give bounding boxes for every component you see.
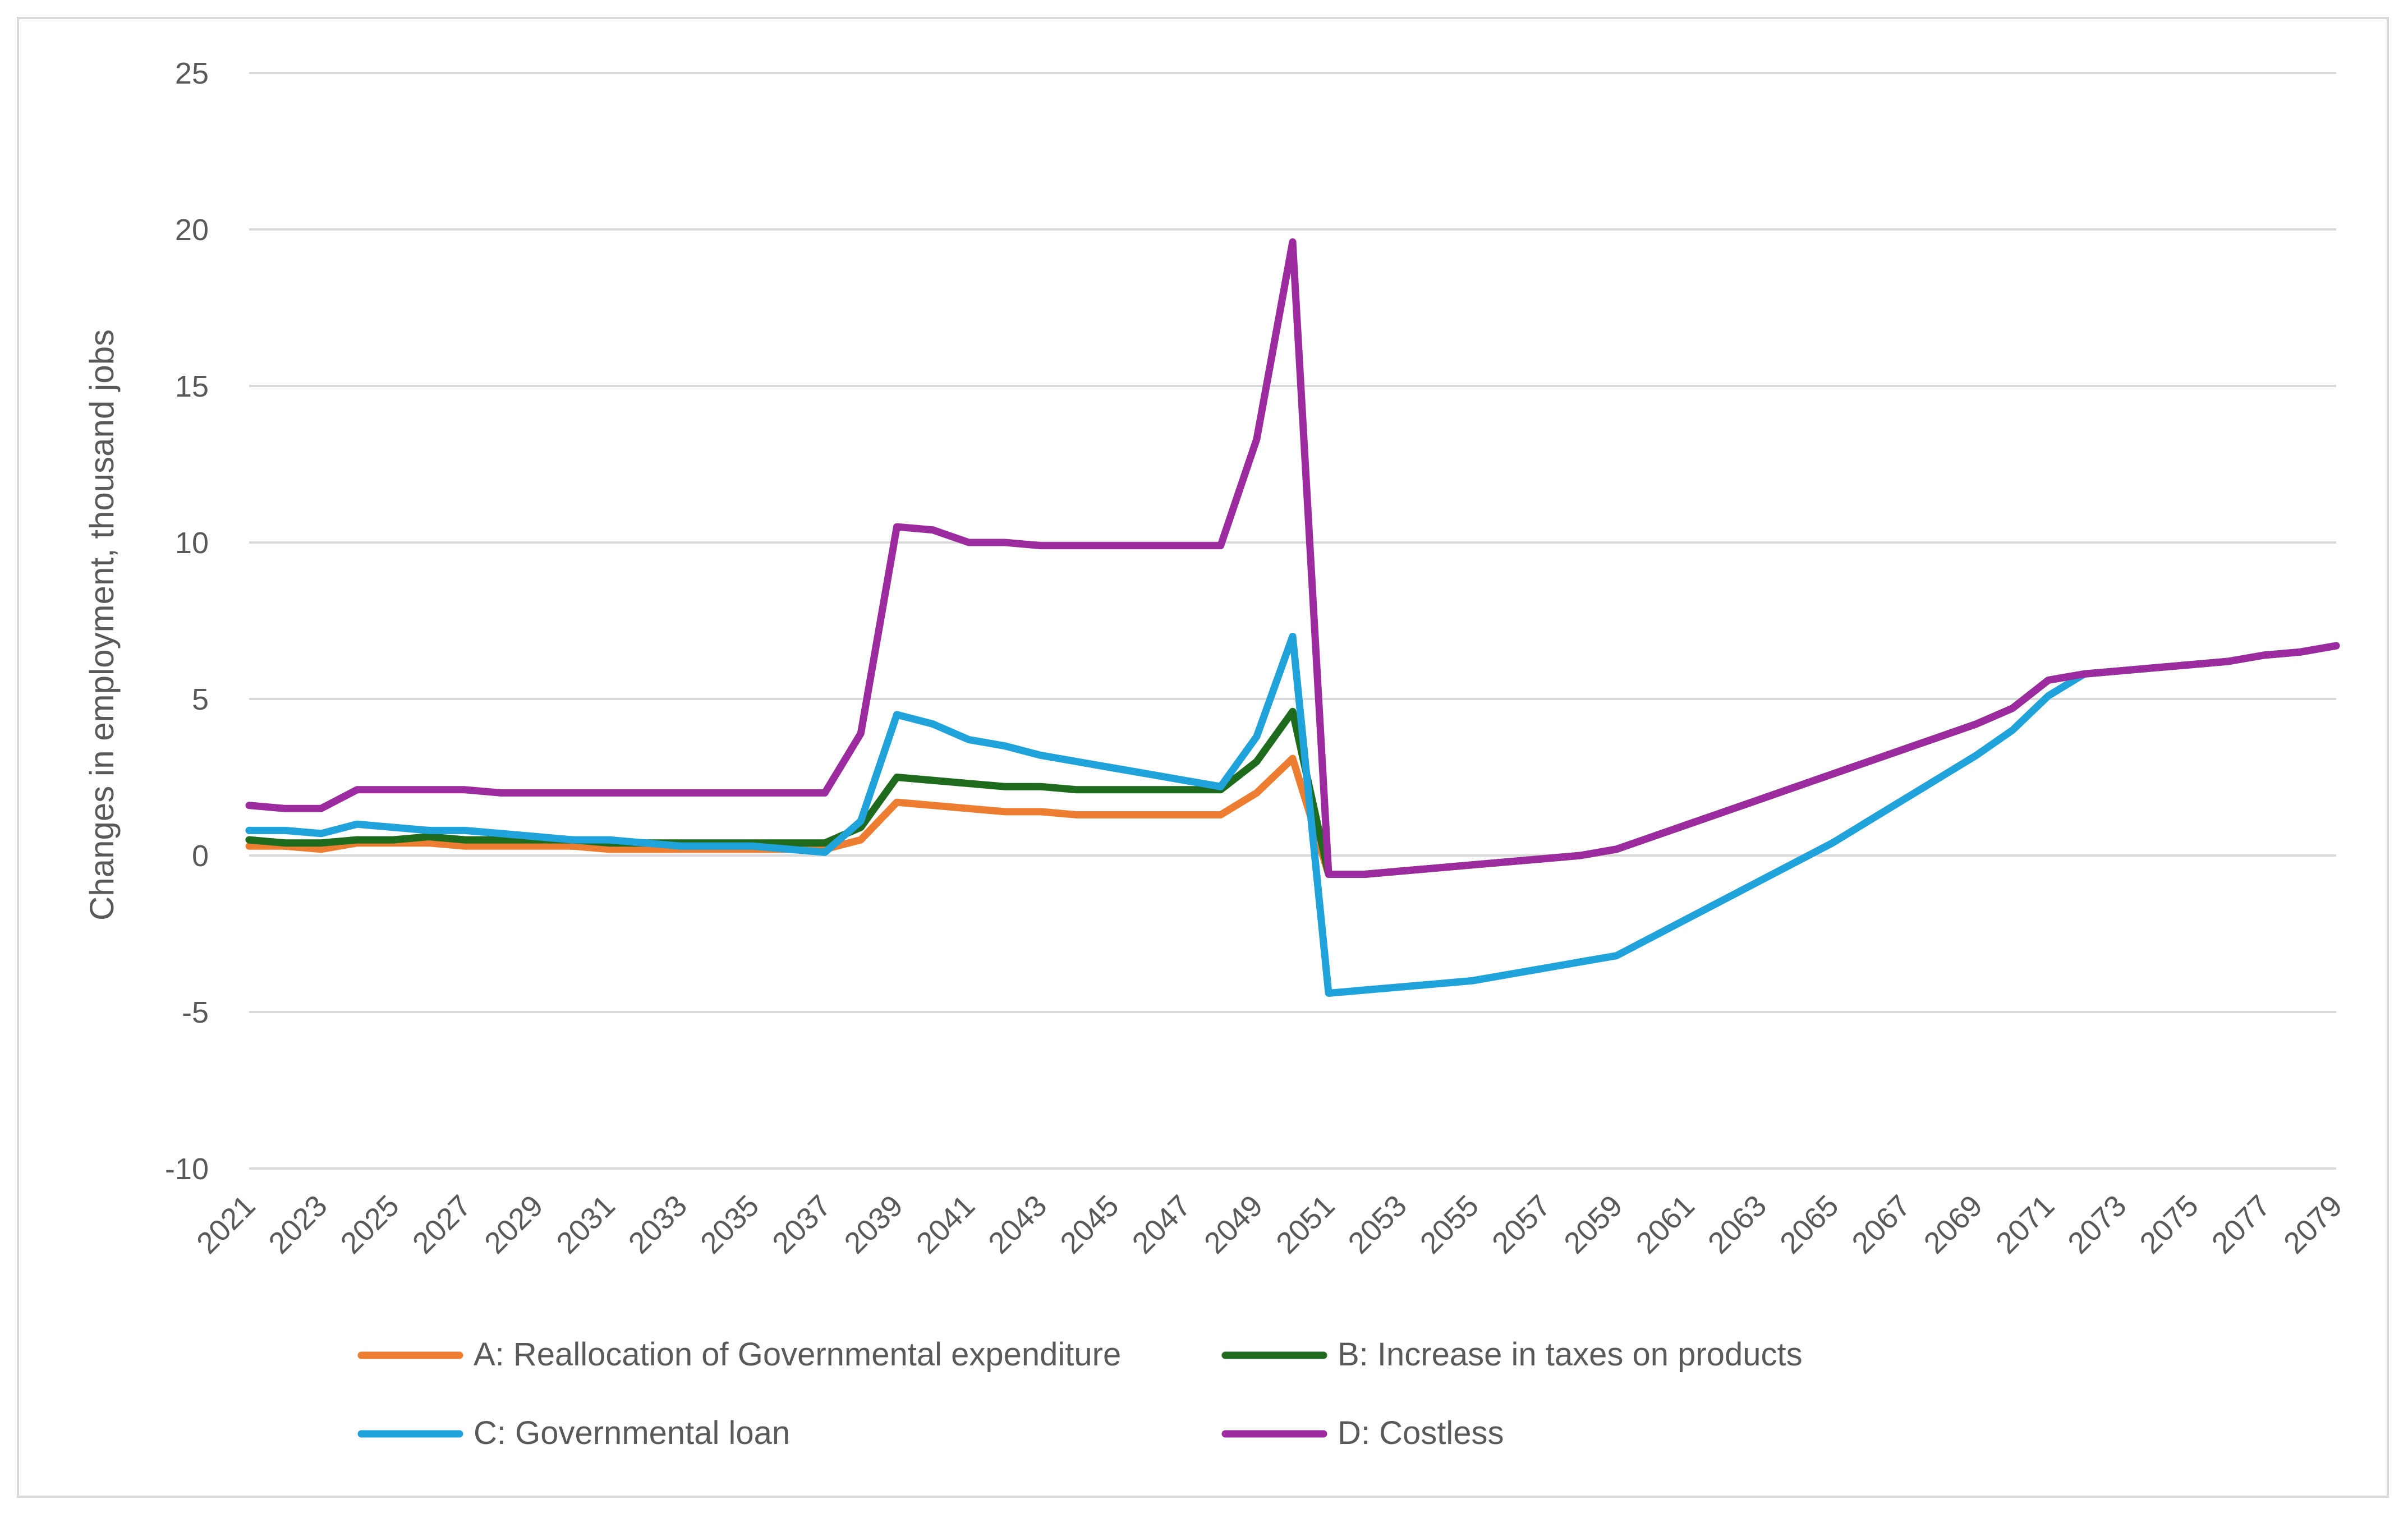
x-tick-label: 2061 (1630, 1189, 1701, 1260)
series-lines (245, 238, 2340, 997)
x-tick-label: 2023 (262, 1189, 333, 1260)
x-tick-label: 2031 (550, 1189, 621, 1260)
chart-frame: 25 20 15 10 5 0 -5 -10 2021 2023 2025 2027 2029 2031… (17, 17, 2389, 1498)
y-tick-label: -5 (182, 996, 209, 1029)
y-axis-title: Changes in employment, thousand jobs (83, 329, 121, 921)
x-tick-label: 2071 (1989, 1189, 2061, 1260)
legend-label: B: Increase in taxes on products (1338, 1336, 1803, 1373)
x-tick-label: 2047 (1126, 1189, 1197, 1260)
x-tick-label: 2027 (406, 1189, 477, 1260)
legend-label: D: Costless (1338, 1415, 1504, 1451)
legend-label: C: Governmental loan (474, 1415, 790, 1451)
y-tick-label: 10 (175, 526, 209, 560)
x-tick-label: 2079 (2277, 1189, 2349, 1260)
x-tick-label: 2045 (1054, 1189, 1125, 1260)
legend: A: Reallocation of Governmental expendit… (357, 1336, 1803, 1451)
x-tick-label: 2067 (1845, 1189, 1917, 1260)
series-line-c (245, 632, 2340, 997)
gridlines (249, 72, 2336, 1170)
y-tick-label: 5 (192, 683, 209, 716)
legend-label: A: Reallocation of Governmental expendit… (474, 1336, 1121, 1373)
x-tick-label: 2051 (1270, 1189, 1341, 1260)
x-tick-label: 2025 (334, 1189, 406, 1260)
x-tick-label: 2063 (1702, 1189, 1773, 1260)
line-chart: 25 20 15 10 5 0 -5 -10 2021 2023 2025 2027 2029 2031… (83, 57, 2349, 1451)
x-tick-label: 2055 (1414, 1189, 1485, 1260)
x-tick-label: 2059 (1557, 1189, 1629, 1260)
y-tick-label: -10 (165, 1152, 209, 1186)
x-tick-label: 2065 (1773, 1189, 1845, 1260)
x-tick-label: 2049 (1198, 1189, 1269, 1260)
x-tick-label: 2033 (622, 1189, 693, 1260)
x-tick-label: 2057 (1486, 1189, 1557, 1260)
x-axis-ticks: 2021 2023 2025 2027 2029 2031 2033 2035 2037 2039… (190, 1189, 2349, 1260)
y-tick-label: 15 (175, 370, 209, 403)
x-tick-label: 2035 (694, 1189, 765, 1260)
x-tick-label: 2073 (2061, 1189, 2133, 1260)
x-tick-label: 2029 (478, 1189, 549, 1260)
x-tick-label: 2077 (2205, 1189, 2277, 1260)
series-line-d (245, 238, 2340, 878)
y-axis-ticks: 25 20 15 10 5 0 -5 -10 (165, 57, 209, 1186)
x-tick-label: 2041 (910, 1189, 981, 1260)
x-tick-label: 2037 (766, 1189, 837, 1260)
y-tick-label: 20 (175, 213, 209, 247)
x-tick-label: 2075 (2134, 1189, 2205, 1260)
y-tick-label: 0 (192, 839, 209, 873)
x-tick-label: 2053 (1342, 1189, 1413, 1260)
x-tick-label: 2043 (982, 1189, 1053, 1260)
x-tick-label: 2069 (1918, 1189, 1989, 1260)
x-tick-label: 2021 (190, 1189, 261, 1260)
y-tick-label: 25 (175, 57, 209, 90)
x-tick-label: 2039 (838, 1189, 909, 1260)
